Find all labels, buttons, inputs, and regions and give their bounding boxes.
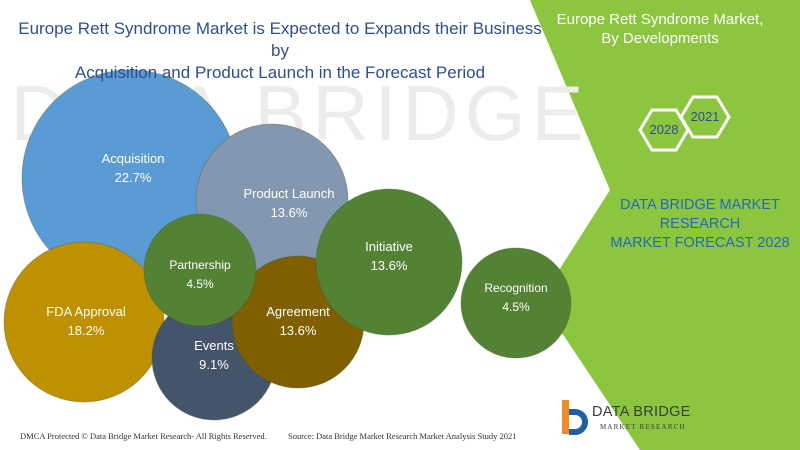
bubble-label-partnership: Partnership bbox=[169, 258, 231, 272]
bubble-value-product-launch: 13.6% bbox=[271, 205, 308, 220]
chart-title: Europe Rett Syndrome Market is Expected … bbox=[10, 18, 550, 84]
green-side-panel bbox=[530, 0, 800, 450]
bubble-value-recognition: 4.5% bbox=[502, 300, 530, 314]
bubble-label-acquisition: Acquisition bbox=[102, 151, 165, 166]
brand-line-3: MARKET FORECAST 2028 bbox=[610, 235, 790, 251]
chart-title-line-1: Europe Rett Syndrome Market is Expected … bbox=[18, 19, 542, 60]
footer-source: Source: Data Bridge Market Research Mark… bbox=[288, 431, 517, 441]
brand-line-1: DATA BRIDGE MARKET bbox=[620, 197, 780, 213]
bubble-initiative bbox=[315, 188, 463, 336]
side-panel-title-line-1: Europe Rett Syndrome Market, bbox=[556, 11, 764, 28]
logo-name: DATA BRIDGE bbox=[592, 404, 691, 420]
bubble-value-events: 9.1% bbox=[199, 357, 229, 372]
bubble-partnership bbox=[143, 213, 257, 327]
logo-icon bbox=[562, 400, 588, 435]
side-panel-title: Europe Rett Syndrome Market, By Developm… bbox=[555, 10, 765, 48]
hexagon-2021 bbox=[679, 95, 731, 139]
bubble-label-agreement: Agreement bbox=[266, 304, 330, 319]
bubble-label-events: Events bbox=[194, 338, 234, 353]
bubble-recognition bbox=[460, 247, 572, 359]
bubble-label-fda-approval: FDA Approval bbox=[46, 304, 126, 319]
bubble-label-product-launch: Product Launch bbox=[243, 186, 334, 201]
year-2021: 2021 bbox=[690, 109, 720, 124]
bubble-value-partnership: 4.5% bbox=[186, 277, 214, 291]
bubble-value-acquisition: 22.7% bbox=[115, 170, 152, 185]
bubble-value-agreement: 13.6% bbox=[280, 323, 317, 338]
bubble-value-fda-approval: 18.2% bbox=[68, 323, 105, 338]
brand-statement: DATA BRIDGE MARKET RESEARCH MARKET FOREC… bbox=[605, 196, 795, 253]
brand-line-2: RESEARCH bbox=[659, 216, 741, 232]
side-panel-title-line-2: By Developments bbox=[601, 30, 719, 47]
footer-copyright: DMCA Protected © Data Bridge Market Rese… bbox=[20, 431, 267, 441]
bubble-value-initiative: 13.6% bbox=[371, 258, 408, 273]
bubble-label-initiative: Initiative bbox=[365, 239, 413, 254]
chart-title-line-2: Acquisition and Product Launch in the Fo… bbox=[74, 63, 486, 82]
logo-tagline: MARKET RESEARCH bbox=[600, 423, 686, 431]
bubble-fda-approval bbox=[3, 241, 165, 403]
bubble-chart: Acquisition 22.7% Product Launch 13.6% FDA A… bbox=[3, 69, 572, 421]
bubble-label-recognition: Recognition bbox=[484, 281, 547, 295]
year-2028: 2028 bbox=[649, 122, 679, 137]
